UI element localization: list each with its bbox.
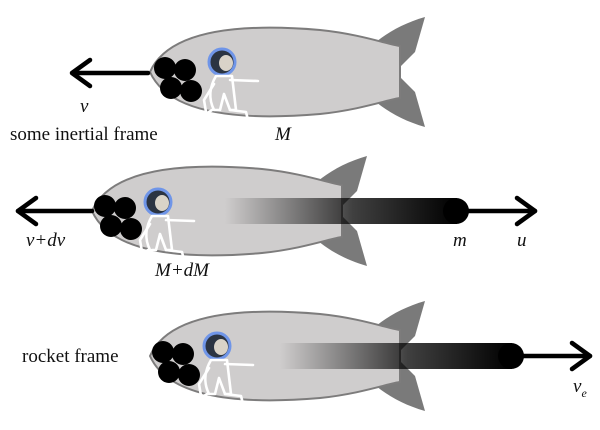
middle-exhaust-mass-label: m (453, 230, 467, 251)
top-rocket-panel: v M some inertial frame (10, 16, 426, 145)
top-velocity-arrow-icon (69, 57, 151, 89)
bottom-exhaust-mass-dot (498, 343, 524, 369)
middle-exhaust-velocity-label: u (517, 230, 527, 251)
bottom-exhaust-plume (280, 343, 512, 369)
bottom-rocket-panel: rocket frame ve (22, 300, 593, 412)
middle-exhaust-plume (225, 198, 457, 224)
middle-rocket-mass-label: M+dM (154, 260, 210, 281)
bottom-exhaust-velocity-arrow-icon (512, 340, 593, 372)
middle-exhaust-velocity-arrow-icon (457, 195, 538, 227)
middle-rocket-velocity-arrow-icon (15, 195, 95, 227)
top-mass-label: M (274, 124, 292, 145)
top-velocity-label: v (80, 96, 89, 117)
middle-rocket-velocity-label: v+dv (26, 230, 66, 251)
bottom-frame-label: rocket frame (22, 346, 119, 367)
bottom-exhaust-velocity-label: ve (573, 376, 587, 400)
middle-exhaust-mass-dot (443, 198, 469, 224)
middle-rocket-panel: v+dv M+dM m u (15, 155, 538, 281)
top-frame-label: some inertial frame (10, 124, 158, 145)
